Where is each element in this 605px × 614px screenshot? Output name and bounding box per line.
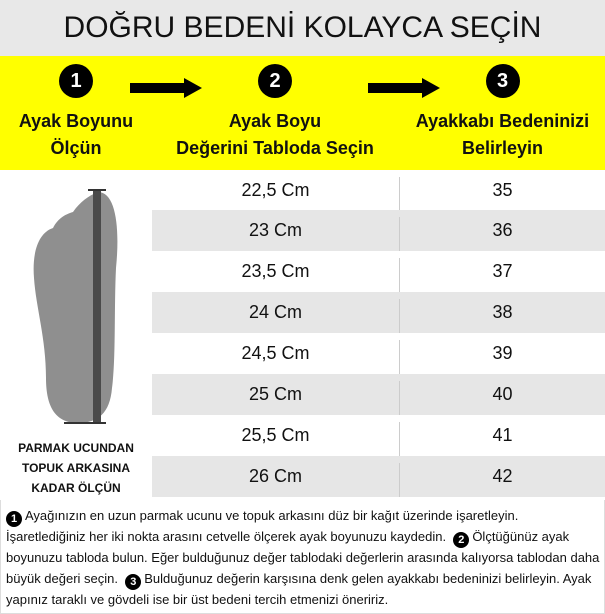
step-number-1: 1 bbox=[6, 511, 22, 527]
step-number-2: 2 bbox=[453, 532, 470, 548]
shoe-size: 40 bbox=[492, 384, 513, 404]
table-row: 25 Cm 40 bbox=[152, 374, 605, 415]
instructions-text: 1 Ayağınızın en uzun parmak ucunu ve topu… bbox=[6, 508, 600, 607]
step-number-3: 3 bbox=[485, 64, 520, 98]
foot-length: 24,5 Cm bbox=[152, 340, 400, 374]
table-row: 24,5 Cm 39 bbox=[152, 333, 605, 374]
foot-caption: PARMAK UCUNDAN TOPUK ARKASINA KADAR ÖLÇÜ… bbox=[18, 441, 134, 495]
shoe-size: 39 bbox=[492, 343, 513, 363]
step-number-2: 2 bbox=[258, 64, 292, 98]
table-row: 22,5 Cm 35 bbox=[152, 170, 605, 210]
step-number-1: 1 bbox=[59, 64, 93, 98]
table-row: 23 Cm 36 bbox=[152, 210, 605, 251]
step-label-1: Ayak Boyunu Ölçün bbox=[18, 111, 134, 158]
step-2: 2 Ayak Boyu Değerini Tabloda Seçin bbox=[160, 56, 390, 162]
table-row: 23,5 Cm 37 bbox=[152, 251, 605, 292]
foot-length: 25 Cm bbox=[152, 381, 400, 415]
step-label-2: Ayak Boyu Değerini Tabloda Seçin bbox=[176, 111, 374, 158]
shoe-size: 37 bbox=[492, 261, 513, 281]
foot-length: 25,5 Cm bbox=[152, 422, 400, 456]
shoe-size: 38 bbox=[492, 302, 513, 322]
steps-band: 1 Ayak Boyunu Ölçün 2 Ayak Boyu Değerini T… bbox=[0, 56, 605, 170]
foot-ruler-icon bbox=[33, 189, 118, 424]
foot-length: 23,5 Cm bbox=[152, 258, 400, 292]
step-number-3: 3 bbox=[125, 573, 142, 590]
foot-length: 26 Cm bbox=[152, 463, 400, 497]
arrow-right-icon bbox=[130, 78, 202, 98]
step-1: 1 Ayak Boyunu Ölçün bbox=[0, 56, 152, 162]
shoe-size: 42 bbox=[492, 466, 513, 486]
page-title: DOĞRU BEDENİ KOLAYCA SEÇİN bbox=[0, 0, 605, 56]
table-row: 25,5 Cm 41 bbox=[152, 415, 605, 456]
shoe-size: 35 bbox=[492, 180, 513, 200]
arrow-right-icon bbox=[368, 78, 440, 98]
table-row: 24 Cm 38 bbox=[152, 292, 605, 333]
table-row: 26 Cm 42 bbox=[152, 456, 605, 497]
foot-length: 22,5 Cm bbox=[152, 177, 400, 210]
step-label-3: Ayakkabı Bedeninizi Belirleyin bbox=[415, 111, 590, 158]
shoe-size: 36 bbox=[492, 220, 513, 240]
shoe-size: 41 bbox=[492, 425, 513, 445]
size-table: 22,5 Cm 35 23 Cm 36 23,5 Cm 37 24 Cm 38 24,5… bbox=[152, 170, 605, 497]
foot-length: 24 Cm bbox=[152, 299, 400, 333]
step-3: 3 Ayakkabı Bedeninizi Belirleyin bbox=[400, 56, 605, 162]
foot-length: 23 Cm bbox=[152, 217, 400, 251]
